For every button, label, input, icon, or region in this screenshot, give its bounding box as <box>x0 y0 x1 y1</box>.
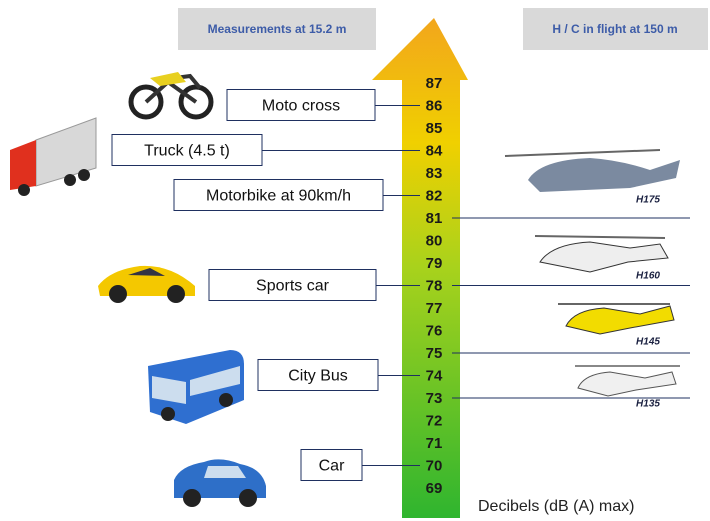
vehicle-label: Car <box>319 458 345 475</box>
label-box <box>257 359 379 391</box>
scale-number: 87 <box>426 75 443 92</box>
scale-number: 77 <box>426 300 443 317</box>
scale-number: 75 <box>426 345 443 362</box>
vehicle-label: Motorbike at 90km/h <box>206 188 351 205</box>
scale-number: 70 <box>426 457 443 474</box>
header-right: H / C in flight at 150 m <box>552 22 677 36</box>
sports-car-icon <box>98 265 195 303</box>
scale-number: 79 <box>426 255 443 272</box>
helicopter-icon <box>575 365 680 397</box>
bus-icon <box>148 350 244 424</box>
motocross-icon <box>128 72 214 120</box>
scale-number: 74 <box>426 367 443 384</box>
truck-icon <box>10 117 97 196</box>
label-box <box>208 269 377 301</box>
label-box <box>173 179 384 211</box>
vehicle-label: City Bus <box>288 368 348 385</box>
helicopter-label: H145 <box>636 337 660 348</box>
vehicle-label: Sports car <box>256 278 330 295</box>
scale-number: 84 <box>426 142 443 159</box>
header-left: Measurements at 15.2 m <box>208 22 347 36</box>
label-box <box>111 134 263 166</box>
label-box <box>300 449 363 481</box>
helicopter-label: H135 <box>636 399 660 410</box>
scale-number: 69 <box>426 480 443 497</box>
header-box <box>178 8 376 50</box>
scale-number: 83 <box>426 165 443 182</box>
scale-number: 82 <box>426 187 443 204</box>
scale-number: 73 <box>426 390 443 407</box>
scale-arrow <box>372 18 468 518</box>
header-box <box>523 8 708 50</box>
footer: Decibels (dB (A) max) <box>478 498 634 515</box>
helicopter-icon <box>504 149 680 192</box>
vehicle-label: Moto cross <box>262 98 340 115</box>
helicopter-label: H175 <box>636 195 660 206</box>
vehicle-label: Truck (4.5 t) <box>144 143 230 160</box>
scale-number: 76 <box>426 322 443 339</box>
helicopter-icon <box>534 235 669 273</box>
scale-number: 72 <box>426 412 443 429</box>
helicopter-icon <box>558 303 675 335</box>
scale-number: 85 <box>426 120 443 137</box>
helicopter-label: H160 <box>636 271 660 282</box>
scale-number: 81 <box>426 210 443 227</box>
scale-number: 71 <box>426 435 443 452</box>
scale-number: 78 <box>426 277 443 294</box>
scale-number: 80 <box>426 232 443 249</box>
scale-number: 86 <box>426 97 443 114</box>
car-icon <box>174 459 266 507</box>
label-box <box>226 89 376 121</box>
